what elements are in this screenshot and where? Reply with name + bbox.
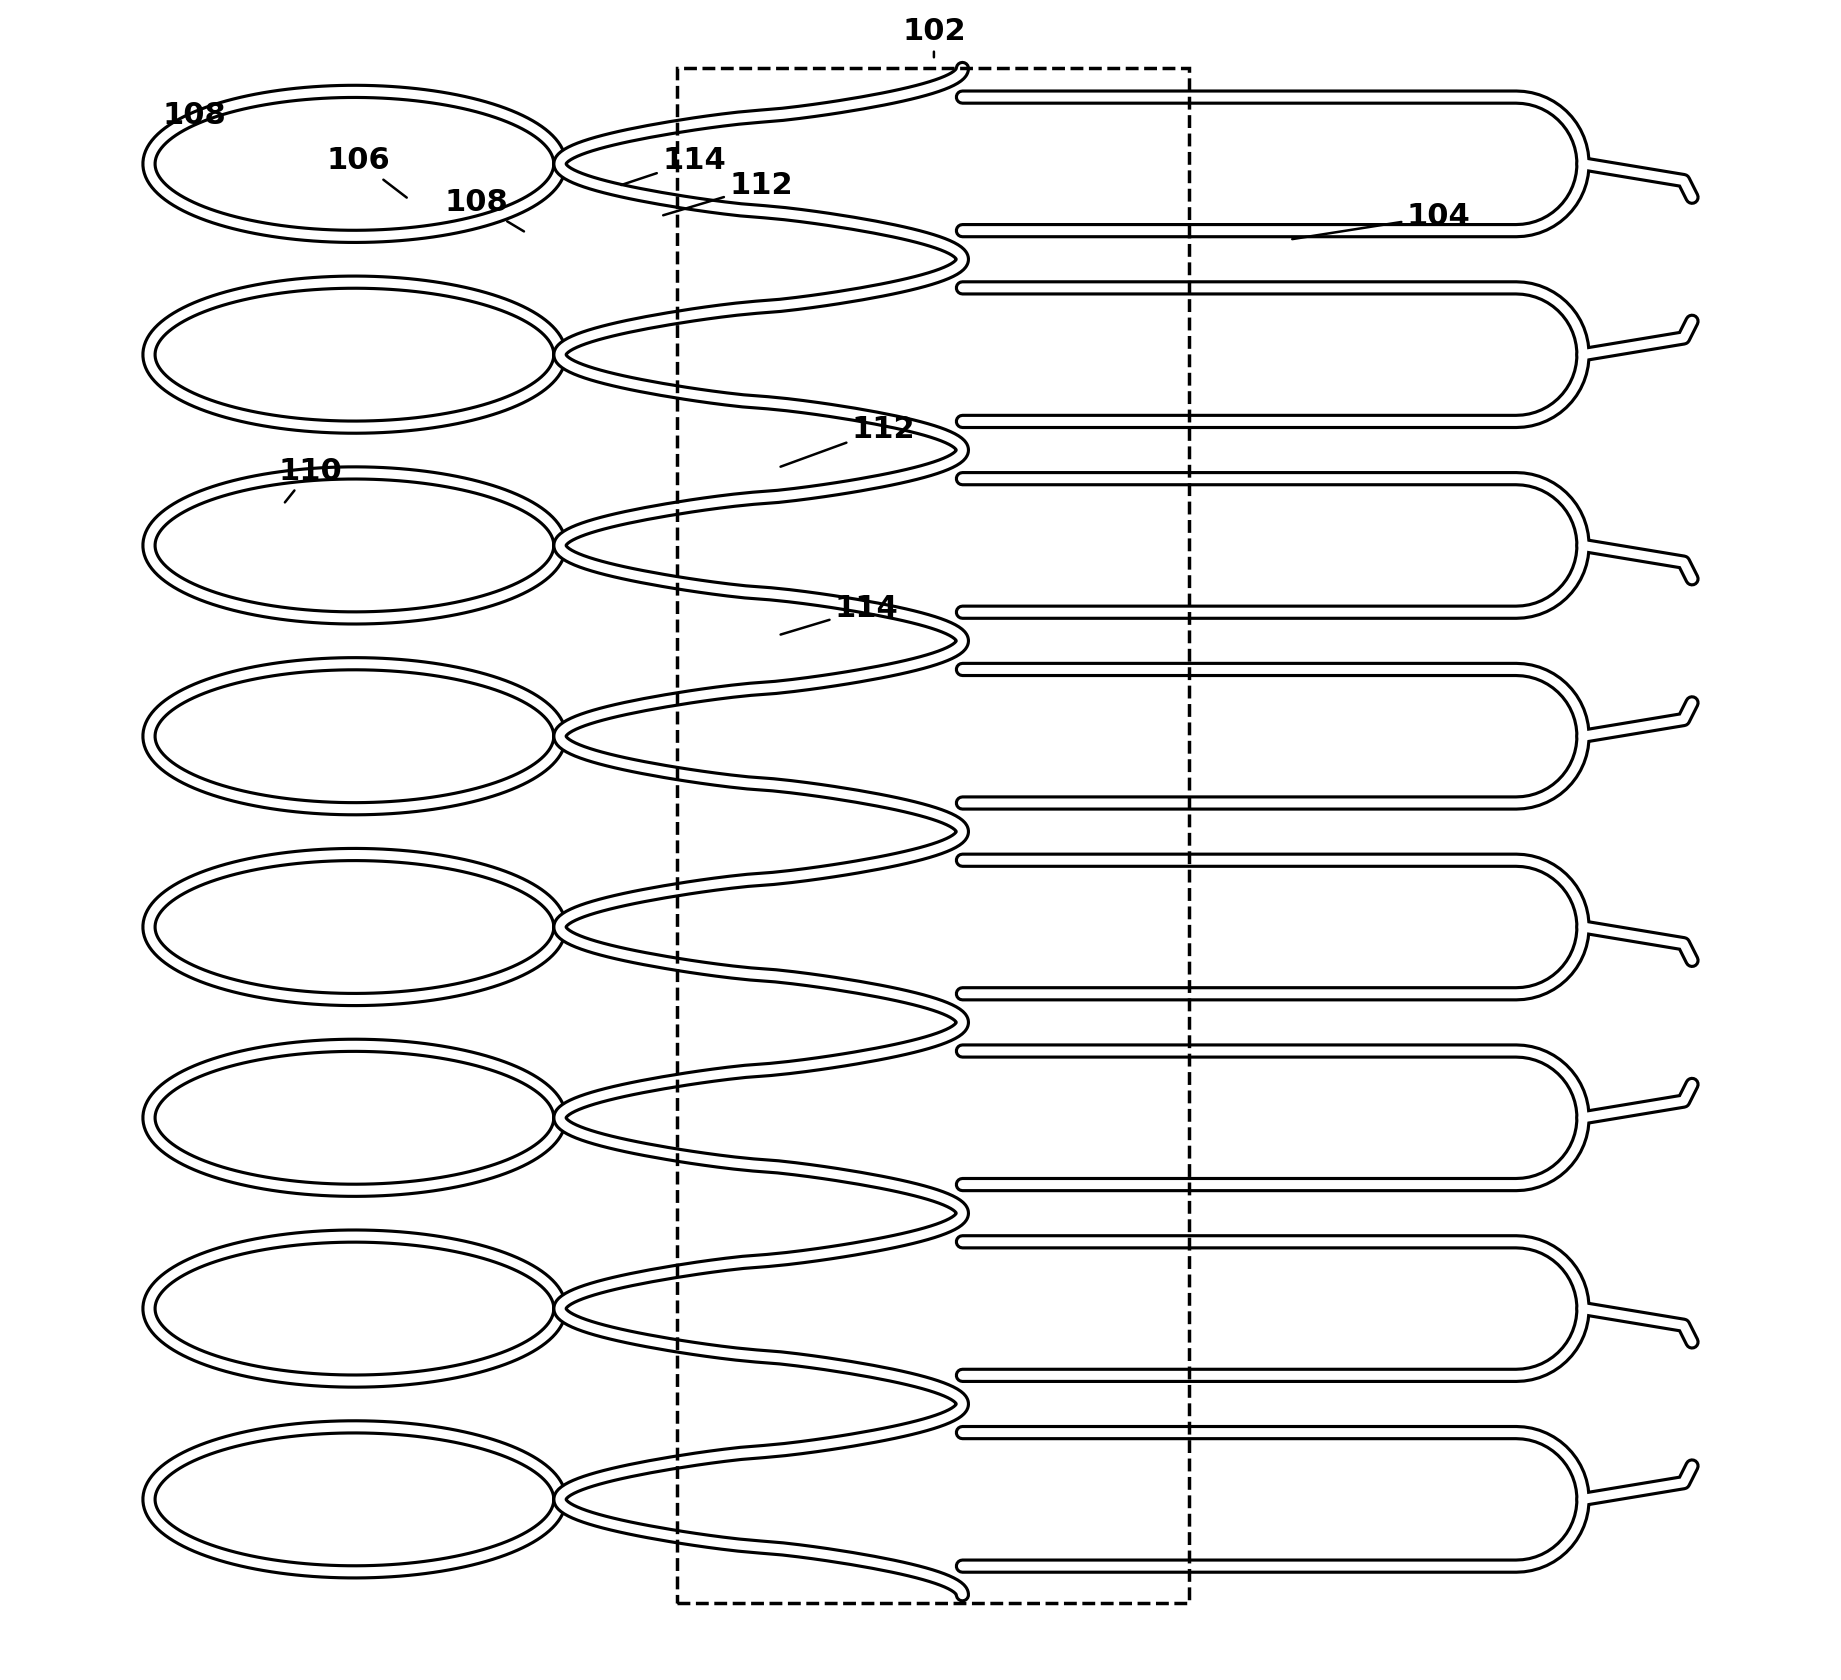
Text: 112: 112 bbox=[663, 171, 793, 215]
Text: 114: 114 bbox=[781, 595, 898, 635]
Text: 102: 102 bbox=[902, 17, 967, 57]
Text: 112: 112 bbox=[781, 415, 915, 467]
Text: 108: 108 bbox=[444, 188, 525, 232]
Text: 106: 106 bbox=[326, 146, 407, 198]
Text: 108: 108 bbox=[162, 101, 226, 129]
Text: 114: 114 bbox=[620, 146, 725, 185]
Text: 104: 104 bbox=[1292, 202, 1471, 239]
Bar bbox=[677, 69, 1189, 1603]
Text: 110: 110 bbox=[278, 457, 342, 502]
